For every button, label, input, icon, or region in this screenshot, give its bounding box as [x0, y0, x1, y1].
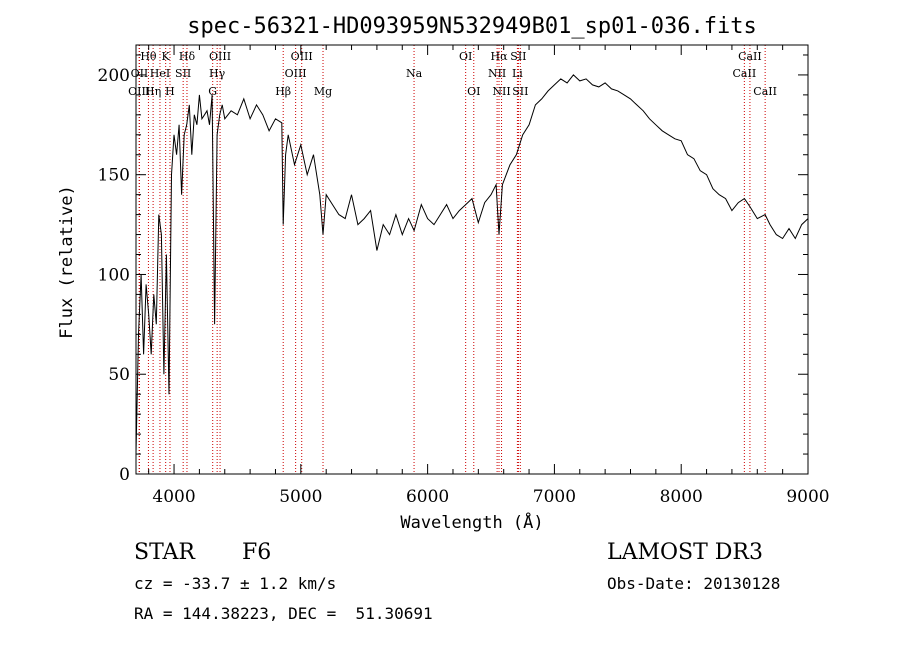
spectral-line-label: CaII: [738, 50, 762, 63]
y-axis-label: Flux (relative): [57, 185, 77, 339]
spectral-line-label: SII: [510, 50, 526, 63]
spectral-line-label: H: [165, 85, 175, 98]
y-tick-label: 200: [98, 66, 130, 86]
spectral-line-label: CaII: [753, 85, 777, 98]
spectral-line-label: SII: [175, 67, 191, 80]
spectral-line-label: Hα: [490, 50, 508, 63]
x-axis-label: Wavelength (Å): [400, 511, 543, 533]
spectral-line-label: OIII: [291, 50, 313, 63]
x-tick-label: 6000: [406, 487, 449, 507]
chart-title: spec-56321-HD093959N532949B01_sp01-036.f…: [187, 14, 757, 39]
spectral-line-label: Hθ: [140, 50, 157, 63]
survey-name: LAMOST DR3: [607, 540, 763, 565]
plot-frame: [135, 44, 809, 475]
spectral-line-label: NII: [488, 67, 506, 80]
spectral-line-label: Na: [406, 67, 423, 80]
spectral-line-label: SII: [512, 85, 528, 98]
redshift-readout: cz = -33.7 ± 1.2 km/s: [134, 574, 337, 593]
y-tick-label: 100: [98, 265, 130, 285]
spectral-line-label: Hβ: [275, 85, 291, 98]
spectral-line-label: Hδ: [179, 50, 196, 63]
object-class: STAR: [134, 540, 195, 565]
x-tick-label: 7000: [533, 487, 576, 507]
spectrum-line: [135, 74, 809, 455]
spectral-line-label: OIII: [128, 85, 150, 98]
y-tick-label: 150: [98, 166, 130, 186]
spectral-line-label: NII: [492, 85, 510, 98]
x-tick-label: 9000: [786, 487, 829, 507]
spectral-line-label: Hη: [145, 85, 161, 98]
spectral-line-label: CaII: [733, 67, 757, 80]
spectral-line-label: OII: [131, 67, 149, 80]
spectral-line-label: K: [162, 50, 171, 63]
spectral-line-label: OIII: [285, 67, 307, 80]
spectral-line-markers: [138, 45, 766, 474]
y-tick-label: 0: [119, 465, 130, 485]
spectral-line-label: G: [208, 85, 217, 98]
spectral-line-label: Mg: [314, 85, 332, 98]
x-tick-label: 8000: [660, 487, 703, 507]
spectral-line-label: OI: [459, 50, 472, 63]
spectrum-series: [135, 74, 809, 455]
spectral-line-label: HeI: [150, 67, 170, 80]
y-tick-label: 50: [108, 365, 130, 385]
coordinates: RA = 144.38223, DEC = 51.30691: [134, 604, 433, 623]
obs-date: Obs-Date: 20130128: [607, 574, 781, 593]
spectral-line-label: Li: [512, 67, 523, 80]
axes: 4000 5000 6000 7000 8000 9000 0 50 100 150 200: [98, 44, 830, 507]
spectral-line-label: OIII: [209, 50, 231, 63]
spectral-line-label: OI: [467, 85, 480, 98]
object-subclass: F6: [242, 540, 272, 565]
x-tick-label: 5000: [279, 487, 322, 507]
spectral-line-label: Hγ: [209, 67, 226, 80]
x-tick-label: 4000: [152, 487, 195, 507]
